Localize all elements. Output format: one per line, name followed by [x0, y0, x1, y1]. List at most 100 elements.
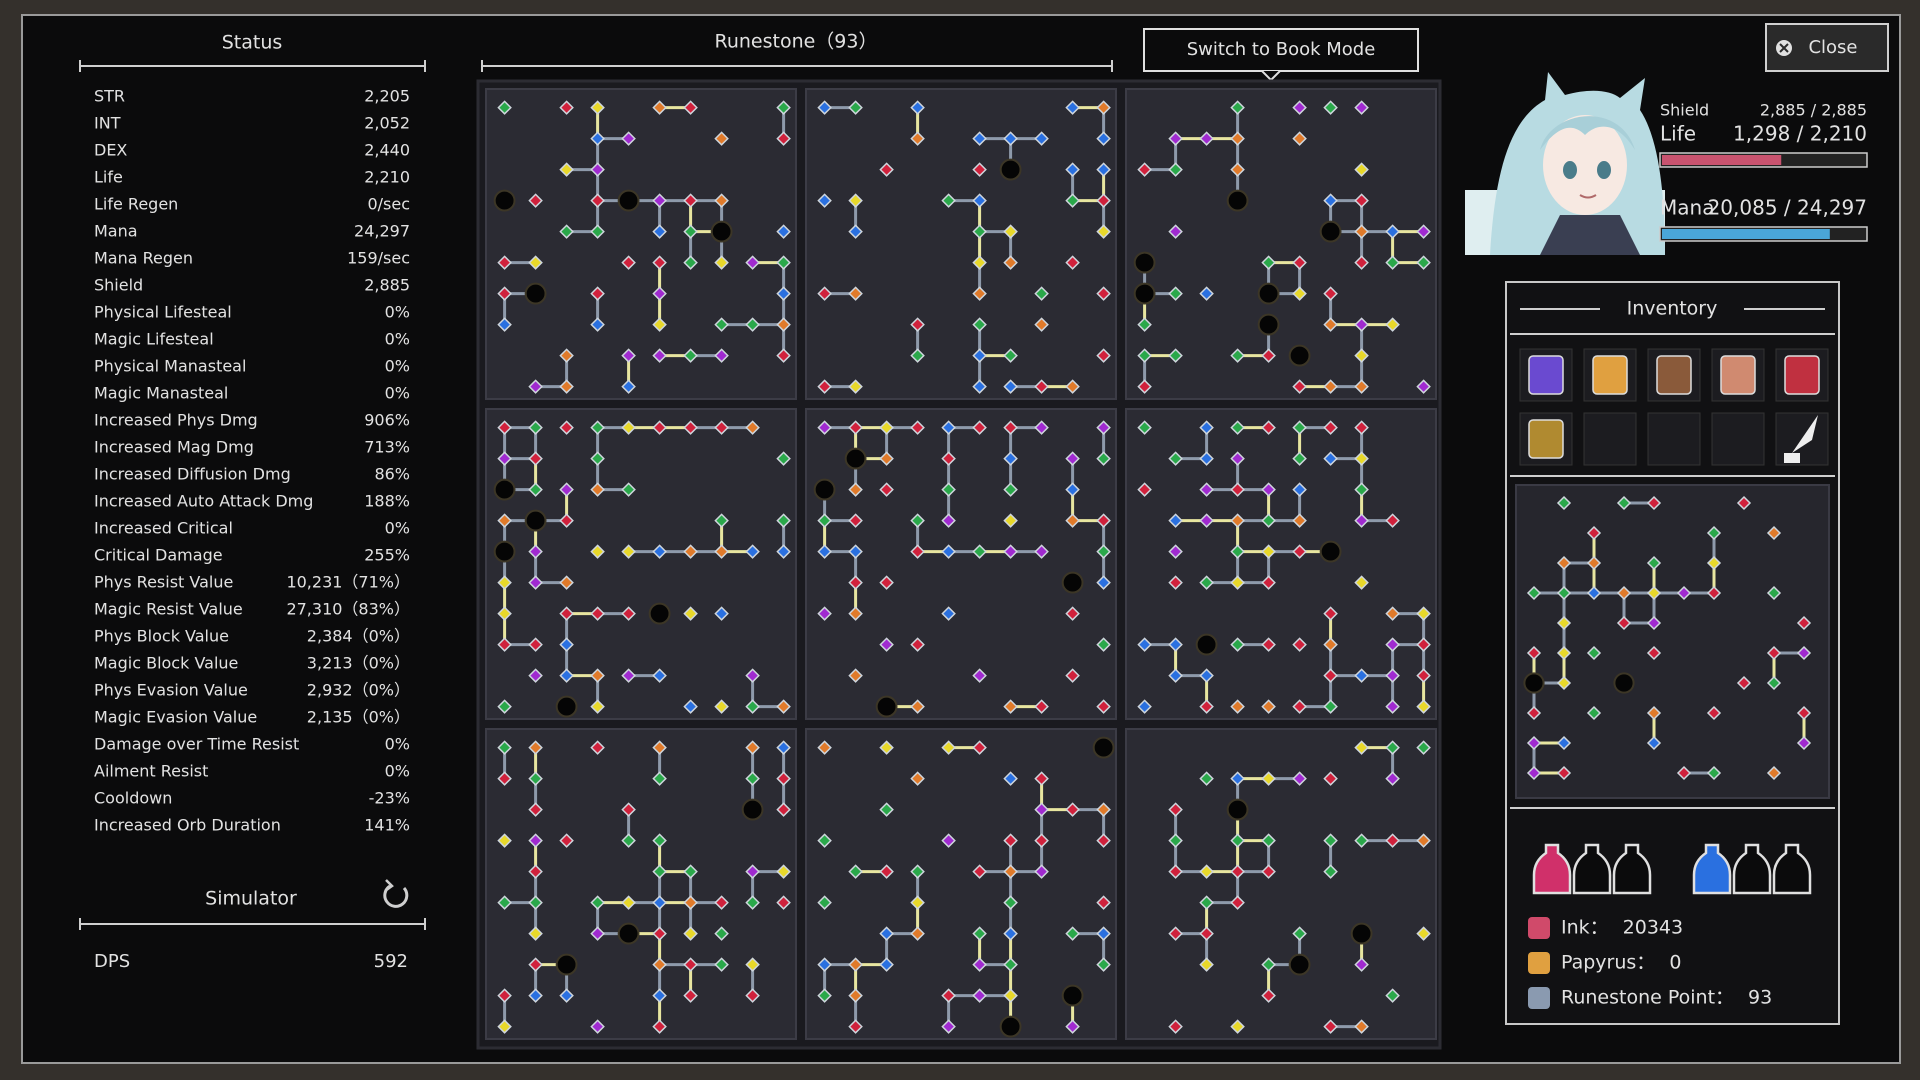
rune-node — [1323, 833, 1338, 848]
socket — [710, 220, 733, 243]
rune-node — [941, 451, 956, 466]
rune-node — [1034, 317, 1049, 332]
rune-node — [1168, 864, 1183, 879]
book-mode-button[interactable]: Switch to Book Mode — [1143, 28, 1419, 82]
rune-node — [848, 100, 863, 115]
rune-node — [714, 895, 729, 910]
rune-node — [776, 100, 791, 115]
rune-node — [1065, 606, 1080, 621]
rune-node — [879, 575, 894, 590]
divider — [79, 918, 426, 930]
stat-value: 255% — [364, 546, 410, 565]
rune-node — [879, 740, 894, 755]
rune-node — [1230, 451, 1245, 466]
socket — [741, 798, 764, 821]
rune-node — [590, 544, 605, 559]
rune-node — [1766, 765, 1782, 781]
rune-node — [848, 513, 863, 528]
socket — [813, 478, 836, 501]
rune-node — [1137, 379, 1152, 394]
potions — [1532, 843, 1812, 895]
rune-node — [1323, 451, 1338, 466]
rune-node — [1168, 833, 1183, 848]
shield-label: Shield — [1660, 101, 1709, 120]
rune-node — [1646, 705, 1662, 721]
stat-label: Phys Block Value — [94, 627, 229, 646]
rune-node — [1766, 525, 1782, 541]
rune-node — [652, 420, 667, 435]
rune-node — [683, 420, 698, 435]
rune-node — [652, 544, 667, 559]
stat-value: 2,135（0%） — [307, 708, 410, 727]
socket — [875, 695, 898, 718]
rune-node — [528, 193, 543, 208]
rune-node — [1354, 575, 1369, 590]
quill-icon — [1784, 415, 1818, 463]
rune-node — [1646, 585, 1662, 601]
rune-node — [1230, 544, 1245, 559]
rune-node — [910, 131, 925, 146]
rune-node — [497, 895, 512, 910]
rune-node — [1096, 100, 1111, 115]
rune-node — [1096, 513, 1111, 528]
rune-node — [1416, 606, 1431, 621]
rune-node — [1292, 100, 1307, 115]
rune-node — [972, 224, 987, 239]
rune-node — [497, 286, 512, 301]
mana-bar-fill — [1662, 229, 1830, 239]
runestone-title: Runestone（93） — [714, 31, 877, 53]
rune-node — [1168, 575, 1183, 590]
rune-node — [559, 833, 574, 848]
rune-node — [590, 668, 605, 683]
rune-node — [817, 513, 832, 528]
refresh-button[interactable] — [383, 879, 409, 908]
socket — [1288, 344, 1311, 367]
rune-node — [817, 895, 832, 910]
rune-node — [1034, 802, 1049, 817]
rune-node — [776, 699, 791, 714]
inventory-slot[interactable] — [1647, 412, 1701, 466]
rune-node — [1003, 864, 1018, 879]
socket — [524, 509, 547, 532]
rune-node — [1385, 699, 1400, 714]
rune-node — [683, 895, 698, 910]
rune-node — [745, 895, 760, 910]
rune-node — [1556, 645, 1572, 661]
item-icon — [1528, 419, 1564, 459]
rune-node — [528, 988, 543, 1003]
stat-label: Increased Auto Attack Dmg — [94, 492, 313, 511]
rune-node — [1096, 286, 1111, 301]
socket — [1226, 798, 1249, 821]
rune-node — [683, 699, 698, 714]
resource-value: 0 — [1669, 952, 1681, 974]
rune-node — [1230, 637, 1245, 652]
rune-node — [714, 957, 729, 972]
rune-node — [1003, 699, 1018, 714]
rune-node — [621, 606, 636, 621]
rune-node — [1003, 224, 1018, 239]
stat-value: 0% — [385, 519, 410, 538]
rune-node — [972, 957, 987, 972]
rune-node — [528, 895, 543, 910]
rune-node — [652, 224, 667, 239]
rune-node — [497, 988, 512, 1003]
rune-node — [1199, 513, 1214, 528]
rune-node — [590, 286, 605, 301]
rune-node — [1065, 193, 1080, 208]
rune-node — [559, 348, 574, 363]
inventory-slot[interactable] — [1711, 412, 1765, 466]
stat-label: Cooldown — [94, 789, 172, 808]
rune-node — [972, 286, 987, 301]
close-button[interactable]: Close — [1765, 23, 1889, 72]
rune-node — [1706, 555, 1722, 571]
inventory-slot[interactable] — [1583, 412, 1637, 466]
socket — [1523, 672, 1545, 694]
stat-label: Magic Resist Value — [94, 600, 243, 619]
rune-node — [1230, 833, 1245, 848]
rune-node — [910, 926, 925, 941]
rune-node — [1168, 513, 1183, 528]
rune-node — [1230, 575, 1245, 590]
rune-node — [910, 895, 925, 910]
rune-node — [1003, 988, 1018, 1003]
rune-node — [683, 100, 698, 115]
